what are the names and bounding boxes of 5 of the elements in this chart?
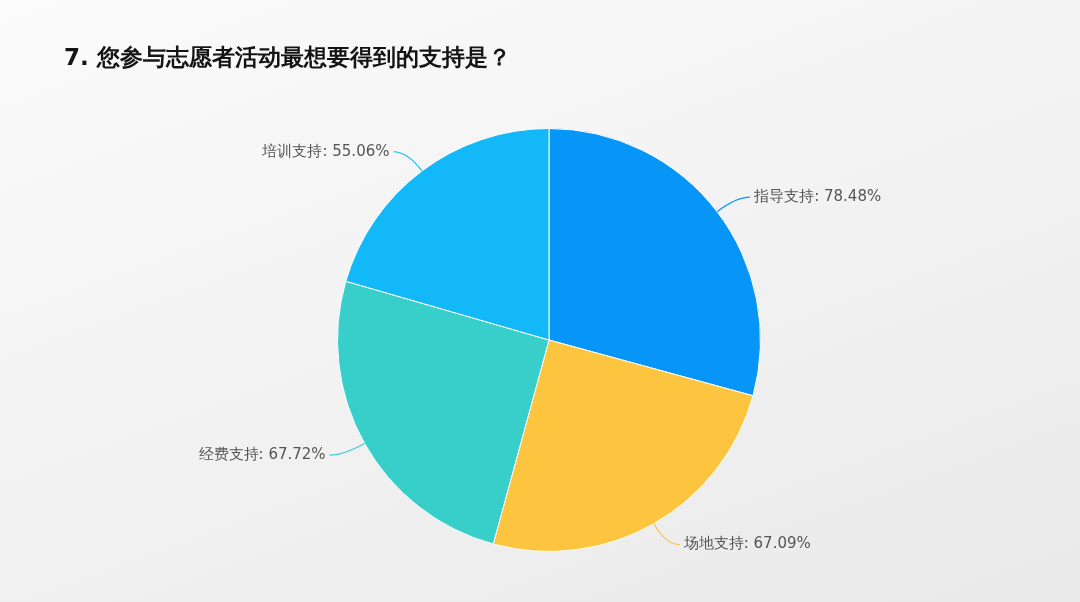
slice-label: 指导支持: 78.48% [753, 186, 882, 205]
slice-label: 场地支持: 67.09% [682, 534, 811, 553]
slice-label: 经费支持: 67.72% [198, 445, 326, 464]
slice-label: 培训支持: 55.06% [261, 141, 390, 160]
chart-title: 7. 您参与志愿者活动最想要得到的支持是？ [64, 43, 511, 72]
